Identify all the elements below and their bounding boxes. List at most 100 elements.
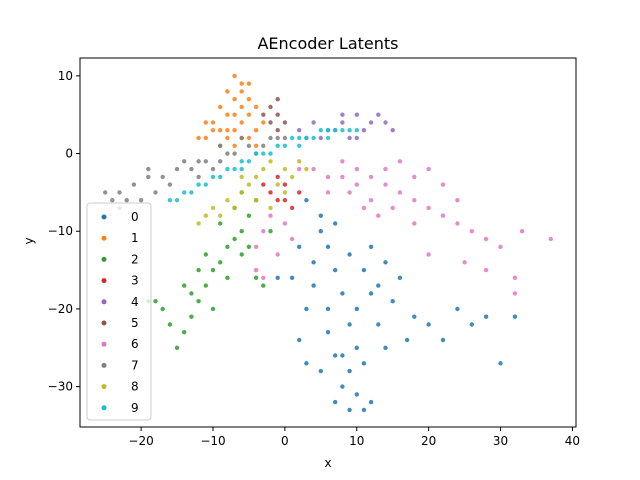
point-series-6-31	[282, 221, 288, 226]
point-series-6-11	[455, 221, 460, 226]
point-series-6-13	[483, 236, 489, 242]
point-series-6-40	[361, 205, 367, 211]
legend-marker-6	[101, 341, 107, 347]
point-series-0-2	[333, 267, 338, 273]
point-series-6-38	[440, 182, 446, 187]
point-series-1-3	[246, 97, 252, 102]
legend-items: 0 1 2 3 4 5 6 7 8 9	[101, 210, 139, 415]
point-series-3-1	[275, 198, 280, 203]
legend-marker-7	[101, 362, 107, 368]
point-series-7-17	[182, 159, 187, 164]
point-series-2-14	[153, 299, 158, 304]
point-series-1-24	[203, 120, 208, 125]
point-series-6-18	[483, 267, 489, 273]
point-series-7-15	[124, 198, 129, 203]
point-series-0-30	[318, 213, 323, 218]
point-series-0-45	[333, 399, 338, 405]
legend-label-3: 3	[131, 274, 139, 288]
point-series-1-5	[232, 112, 237, 117]
point-series-1-23	[225, 135, 230, 141]
y-axis-ticks: 10 0 −10 −20 −30	[48, 69, 80, 394]
point-series-0-10	[311, 260, 316, 265]
point-series-7-25	[110, 198, 115, 203]
point-series-0-8	[361, 407, 367, 413]
y-tick-label: −10	[48, 224, 73, 238]
point-series-8-1	[282, 166, 288, 172]
legend-label-4: 4	[131, 295, 139, 309]
point-series-2-9	[189, 314, 194, 319]
point-series-0-37	[340, 353, 345, 358]
point-series-0-36	[325, 330, 331, 335]
point-series-0-12	[297, 337, 302, 343]
y-tick-label: −30	[48, 380, 73, 394]
point-series-1-7	[225, 128, 230, 133]
point-series-7-10	[246, 143, 252, 148]
legend: 0 1 2 3 4 5 6 7 8 9	[86, 202, 152, 421]
point-series-0-26	[512, 314, 518, 319]
point-series-9-18	[340, 128, 345, 133]
point-series-9-7	[275, 143, 280, 148]
point-series-7-29	[218, 143, 223, 148]
point-series-3-4	[261, 182, 266, 187]
point-series-1-2	[225, 89, 230, 94]
point-series-6-35	[261, 275, 266, 280]
legend-marker-2	[101, 256, 107, 262]
point-series-6-0	[297, 166, 302, 172]
point-series-6-10	[440, 213, 446, 218]
point-series-0-11	[304, 306, 309, 312]
legend-marker-8	[101, 384, 107, 390]
point-series-6-42	[376, 213, 381, 218]
point-series-8-17	[268, 205, 273, 211]
point-series-5-3	[268, 120, 273, 125]
legend-label-5: 5	[131, 316, 139, 330]
point-series-0-34	[275, 275, 280, 280]
point-series-0-43	[376, 283, 381, 288]
point-series-8-0	[268, 159, 273, 164]
point-series-1-20	[232, 97, 237, 102]
point-series-1-27	[232, 128, 237, 133]
point-series-6-22	[412, 221, 417, 226]
y-tick-label: 0	[65, 147, 73, 161]
point-series-6-2	[325, 174, 331, 180]
legend-label-2: 2	[131, 252, 139, 266]
point-series-0-21	[440, 337, 446, 343]
point-series-0-49	[404, 337, 410, 343]
point-series-0-4	[347, 322, 352, 327]
point-series-6-33	[275, 252, 280, 257]
legend-marker-5	[101, 320, 107, 326]
point-series-8-6	[203, 213, 208, 218]
point-series-9-1	[189, 190, 194, 195]
point-series-7-21	[239, 135, 244, 141]
point-series-0-24	[483, 314, 489, 319]
point-series-1-4	[218, 104, 223, 110]
point-series-6-20	[512, 291, 518, 296]
point-series-6-23	[390, 205, 395, 211]
point-series-7-28	[196, 159, 201, 164]
legend-marker-1	[101, 235, 107, 241]
point-series-7-9	[232, 151, 237, 156]
point-series-6-5	[368, 174, 374, 180]
point-series-0-6	[347, 368, 352, 374]
point-series-2-20	[239, 252, 244, 257]
point-series-7-2	[131, 182, 137, 187]
point-series-9-25	[167, 198, 173, 203]
point-series-8-15	[253, 198, 259, 203]
point-series-1-17	[210, 120, 216, 125]
chart-title: AEncoder Latents	[257, 34, 398, 53]
point-series-2-21	[253, 275, 259, 280]
point-series-8-9	[275, 182, 280, 187]
point-series-5-4	[275, 128, 280, 133]
point-series-9-27	[297, 135, 302, 141]
point-series-6-34	[253, 267, 259, 273]
point-series-2-8	[196, 299, 201, 304]
point-series-0-1	[325, 244, 331, 249]
point-series-7-0	[103, 190, 108, 195]
point-series-7-8	[218, 159, 223, 164]
point-series-1-9	[203, 135, 208, 141]
point-series-1-18	[246, 112, 252, 117]
point-series-6-36	[412, 174, 417, 180]
point-series-7-13	[153, 190, 158, 195]
point-series-6-6	[383, 182, 388, 187]
point-series-5-2	[275, 112, 280, 117]
